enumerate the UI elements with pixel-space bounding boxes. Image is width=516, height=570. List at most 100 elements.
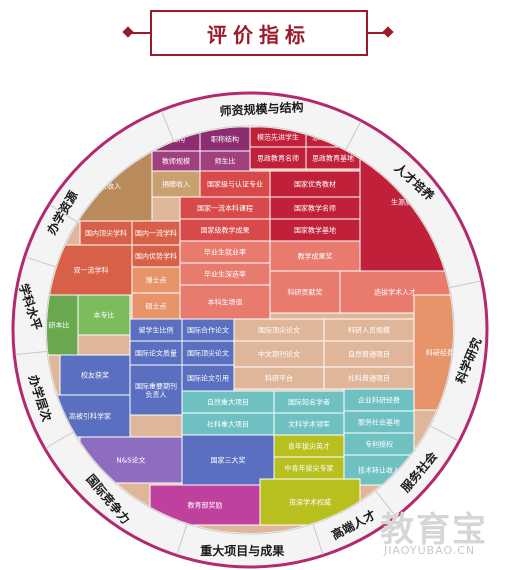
indicator-cell-c20: 国家教学基地: [269, 218, 361, 242]
indicator-label: 学校收入: [93, 182, 121, 191]
indicator-label: 毕业生深造率: [204, 270, 246, 279]
indicator-cell-c26: 毕业生深造率: [179, 262, 271, 286]
indicator-label: 国家教学基地: [294, 226, 336, 235]
indicator-label: 资深学术权威: [289, 498, 331, 507]
indicator-label: 国际知名学者: [288, 398, 330, 407]
indicator-label: 青年拔尖英才: [288, 442, 330, 451]
indicator-cell-c49: 企业科研经费: [343, 388, 415, 412]
indicator-label: 自然重大项目: [207, 398, 249, 407]
indicator-label: 中青年拔尖专家: [285, 464, 334, 473]
indicator-label: 国内优势学科: [135, 252, 177, 261]
indicator-label: 国际重要期刊: [135, 381, 177, 390]
ring-separator: [345, 121, 362, 151]
category-label-faculty: 师资规模与结构: [219, 99, 304, 118]
indicator-cell-c35: 国际顶尖论文: [233, 318, 325, 342]
indicator-grid: 学历结构职称结构模范先进教师模范先进学生思政教育队伍教师规模师生比思政教育名师思…: [47, 127, 453, 533]
indicator-label: 国家一流本科课程: [197, 204, 253, 213]
indicator-label: 选拔学术人才: [374, 288, 416, 297]
indicator-cell-c38: 国际顶尖论文: [181, 340, 235, 366]
indicator-cell-c28: 科研贡献奖: [269, 270, 341, 314]
watermark-brand: 教育宝: [380, 510, 488, 550]
indicator-label: 本科生增值: [208, 298, 243, 307]
indicator-label: 负责人: [146, 390, 167, 399]
ring-separator: [375, 490, 396, 517]
indicator-label: 国际论文引用: [187, 374, 229, 383]
indicator-cell-c13: 国家优秀教材: [269, 170, 361, 198]
indicator-label: 生源质量: [391, 198, 419, 207]
indicator-label: 国际论文质量: [135, 349, 177, 358]
title-line-left: [128, 32, 150, 34]
indicator-cell-c47: 自然重大项目: [181, 390, 275, 414]
indicator-label: 国家教学名师: [294, 204, 336, 213]
indicator-label: 服务社会基地: [358, 418, 400, 427]
indicator-label: 硕士点: [146, 302, 167, 311]
indicator-cell-c08: 思政教育名师: [249, 146, 307, 170]
indicator-label: 国内顶尖学科: [85, 229, 127, 238]
indicator-label: 思政教育名师: [257, 154, 299, 163]
indicator-cell-c23: 毕业生就业率: [179, 240, 271, 264]
indicator-label: 国家级与认证专业: [207, 180, 263, 189]
indicator-label: 捐赠收入: [162, 180, 190, 189]
ring-separator: [161, 110, 175, 142]
indicator-label: 模范先进学生: [257, 133, 299, 142]
indicator-cell-c32: 本专比: [77, 294, 131, 336]
indicator-cell-c48: 国际知名学者: [273, 390, 345, 414]
indicator-cell-c07: 师生比: [199, 150, 251, 172]
ring-separator: [25, 256, 57, 268]
indicator-label: 国家三大奖: [211, 456, 246, 465]
indicator-cell-c11: 捐赠收入: [151, 170, 201, 198]
indicator-cell-c39: 中文期刊论文: [233, 340, 325, 368]
indicator-cell-c58: 中青年拔尖专家: [273, 456, 345, 480]
indicator-label: 本专比: [94, 311, 115, 320]
indicator-cell-c44: 国际论文引用: [181, 364, 235, 392]
ring-separator: [176, 523, 188, 555]
indicator-label: 教师规模: [162, 157, 190, 166]
indicator-label: 国家级教学成果: [201, 226, 250, 235]
indicator-label: 国际顶尖论文: [187, 349, 229, 358]
indicator-label: 社科普通项目: [348, 374, 390, 383]
indicator-cell-bg: [77, 294, 131, 336]
indicator-cell-c06: 教师规模: [151, 150, 201, 172]
indicator-cell-c42: 校友获奖: [59, 354, 131, 396]
indicator-cell-c52: 文科学术领军: [273, 412, 345, 436]
indicator-label: 留学生比例: [139, 326, 174, 335]
category-label-projects: 重大项目与成果: [200, 543, 284, 558]
indicator-label: 高被引科学家: [69, 412, 111, 421]
indicator-cell-c14: 国家一流本科课程: [179, 196, 271, 220]
indicator-cell-c24: 教学成果奖: [269, 240, 361, 272]
indicator-cell-c15: 国家教学名师: [269, 196, 361, 220]
indicator-cell-c36: 科研人员规模: [323, 318, 415, 342]
indicator-label: 国际合作论文: [187, 326, 229, 335]
indicator-label: 技术转让收入: [358, 466, 400, 475]
indicator-cell-c57: 国家三大奖: [181, 434, 275, 486]
indicator-label: 专利授权: [365, 440, 393, 449]
indicator-cell-c17: 国内顶尖学科: [79, 220, 133, 246]
indicator-label: 职称结构: [211, 135, 239, 144]
indicator-cell-c51: 社科重大项目: [181, 412, 275, 436]
title-banner: 评价指标: [122, 6, 394, 58]
ring-separator: [45, 431, 74, 449]
indicator-label: 毕业生就业率: [204, 248, 246, 257]
indicator-label: 文科学术领军: [288, 420, 330, 429]
ring-separator: [49, 204, 78, 223]
indicator-cell-bg: [131, 266, 181, 294]
indicator-label: 思政教育基地: [312, 154, 354, 163]
indicator-label: 校友获奖: [81, 371, 109, 380]
indicator-label: 国家优秀教材: [294, 180, 336, 189]
indicator-cell-bg: [129, 364, 183, 416]
indicator-label: 企业科研经费: [358, 396, 400, 405]
indicator-cell-bg: [131, 220, 181, 246]
indicator-cell-bg: [269, 240, 361, 272]
indicator-label: N&S论文: [116, 456, 145, 465]
indicator-label: 研本比: [49, 321, 70, 330]
indicator-label: 社科重大项目: [207, 420, 249, 429]
ring-separators: [15, 110, 481, 555]
ring-separator: [312, 523, 324, 555]
indicator-cell-bg: [181, 364, 235, 392]
indicator-label: 科研人员规模: [348, 326, 390, 335]
indicator-cell-bg: [151, 170, 201, 198]
indicator-cell-c29: 硕士点: [131, 292, 181, 320]
indicator-cell-c31: 研本比: [47, 294, 79, 356]
watermark-url: JIAOYUBAO.CN: [384, 544, 476, 557]
